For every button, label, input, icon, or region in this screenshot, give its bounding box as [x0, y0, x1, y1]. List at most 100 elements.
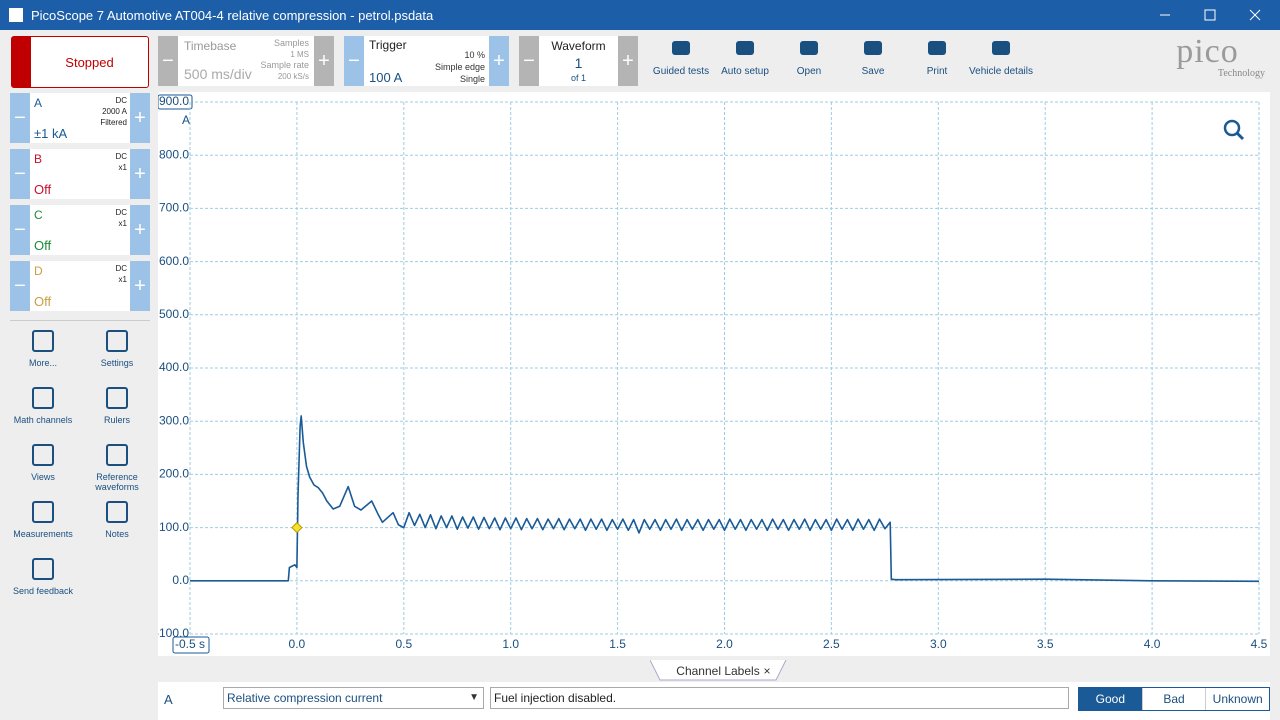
- tool-button[interactable]: Notes: [82, 499, 152, 539]
- waveform: [190, 415, 1260, 583]
- label-dropdown[interactable]: Relative compression current ▼: [223, 687, 484, 709]
- trigger-marker: [291, 521, 303, 534]
- icon-shape: [672, 41, 690, 55]
- plus-button[interactable]: +: [130, 93, 150, 143]
- tab-close[interactable]: ×: [763, 664, 770, 678]
- channel-range: x1: [118, 275, 127, 284]
- y-tick-label: 700.0: [159, 201, 189, 215]
- minus-button[interactable]: −: [10, 261, 30, 311]
- x-tick-label: -0.5 s: [175, 637, 205, 651]
- tool-icon: [32, 444, 54, 466]
- toolbar-button[interactable]: Vehicle details: [969, 36, 1033, 77]
- x-tick-label: 2.0: [716, 637, 733, 651]
- plot: 900.0 800.0 700.0 600.0 500.0 400.0 300.0 200.0…: [158, 92, 1270, 656]
- tool-label: Settings: [100, 358, 134, 368]
- y-tick-label: 800.0: [159, 147, 189, 161]
- timebase-label: Timebase: [184, 39, 237, 53]
- icon-shape: [864, 41, 882, 55]
- tool-button[interactable]: Measurements: [8, 499, 78, 539]
- minus-button[interactable]: −: [10, 205, 30, 255]
- y-tick-label: 600.0: [159, 254, 189, 268]
- channel-labels-panel: A Relative compression current ▼ Fuel in…: [158, 682, 1270, 720]
- run-button[interactable]: Stopped: [11, 36, 149, 88]
- channel-coupling: DC: [115, 264, 127, 273]
- tool-button[interactable]: More...: [8, 328, 78, 368]
- x-tick-label: 3.5: [1037, 637, 1054, 651]
- toolbar-button[interactable]: Print: [905, 36, 969, 77]
- tool-icon: [32, 330, 54, 352]
- plus-button[interactable]: +: [130, 205, 150, 255]
- rating-button[interactable]: Good: [1079, 688, 1142, 710]
- y-tick-label: 200.0: [159, 467, 189, 481]
- channel-control: − + D Off DC x1: [10, 261, 150, 311]
- rating-button[interactable]: Unknown: [1205, 688, 1269, 710]
- logo-subtitle: Technology: [1217, 68, 1265, 79]
- channel-name: D: [34, 264, 43, 278]
- app-icon: [9, 8, 23, 22]
- waveform-label: Waveform: [551, 39, 606, 53]
- x-tick-label: 1.0: [502, 637, 519, 651]
- button-icon: [672, 41, 690, 55]
- plus-button[interactable]: +: [314, 36, 334, 86]
- minus-button[interactable]: −: [10, 93, 30, 143]
- button-label: Save: [861, 66, 885, 77]
- tool-label: Send feedback: [12, 586, 74, 596]
- tool-label: Math channels: [13, 415, 73, 425]
- plus-button[interactable]: +: [618, 36, 638, 86]
- toolbar-button[interactable]: Save: [841, 36, 905, 77]
- channel-control: − + B Off DC x1: [10, 149, 150, 199]
- button-label: Open: [796, 66, 822, 77]
- channel-name: B: [34, 152, 43, 166]
- tool-button[interactable]: Math channels: [8, 385, 78, 425]
- timebase-value: 500 ms/div: [184, 66, 252, 82]
- plus-button[interactable]: +: [130, 261, 150, 311]
- channel-labels-tab[interactable]: Channel Labels ×: [650, 660, 790, 682]
- y-tick-label: 100.0: [159, 520, 189, 534]
- rating-button[interactable]: Bad: [1141, 688, 1206, 710]
- channel-control: − + A ±1 kA DC 2000 A Filtered: [10, 93, 150, 143]
- icon-shape: [800, 41, 818, 55]
- waveform-value: 1: [574, 55, 583, 71]
- tool-button[interactable]: Settings: [82, 328, 152, 368]
- tool-icon: [106, 387, 128, 409]
- minus-button[interactable]: −: [519, 36, 539, 86]
- icon-shape: [106, 501, 128, 523]
- window-controls[interactable]: [1150, 0, 1280, 30]
- minus-button[interactable]: −: [344, 36, 364, 86]
- zoom-icon[interactable]: [1223, 119, 1245, 141]
- icon-shape: [992, 41, 1010, 55]
- toolbar-button[interactable]: Auto setup: [713, 36, 777, 77]
- note-input[interactable]: Fuel injection disabled.: [490, 687, 1069, 709]
- channel-name: C: [34, 208, 43, 222]
- trigger-level: 10 %: [464, 50, 485, 60]
- tool-button[interactable]: Reference waveforms: [82, 442, 152, 492]
- channel-name: A: [34, 96, 43, 110]
- x-tick-label: 1.5: [609, 637, 626, 651]
- minus-button[interactable]: −: [10, 149, 30, 199]
- toolbar-button[interactable]: Open: [777, 36, 841, 77]
- x-tick-label: 2.5: [823, 637, 840, 651]
- tool-button[interactable]: Send feedback: [8, 556, 78, 596]
- y-tick-label: 500.0: [159, 307, 189, 321]
- tool-icon: [32, 387, 54, 409]
- x-tick-label: 0.0: [289, 637, 306, 651]
- button-icon: [864, 41, 882, 55]
- label-channel: A: [164, 692, 173, 707]
- toolbar-button[interactable]: Guided tests: [649, 36, 713, 77]
- channel-range: x1: [118, 163, 127, 172]
- button-label: Auto setup: [721, 66, 769, 77]
- minus-button[interactable]: −: [158, 36, 178, 86]
- tool-button[interactable]: Rulers: [82, 385, 152, 425]
- button-label: Print: [926, 66, 948, 77]
- tool-icon: [106, 444, 128, 466]
- tool-button[interactable]: Views: [8, 442, 78, 482]
- icon-shape: [32, 444, 54, 466]
- tool-icon: [32, 558, 54, 580]
- y-tick-label: 300.0: [159, 413, 189, 427]
- plus-button[interactable]: +: [130, 149, 150, 199]
- channel-coupling: DC: [115, 152, 127, 161]
- channel-filter: Filtered: [100, 118, 127, 127]
- tool-label: Measurements: [13, 529, 73, 539]
- channel-settings: DC x1: [115, 263, 127, 285]
- plus-button[interactable]: +: [489, 36, 509, 86]
